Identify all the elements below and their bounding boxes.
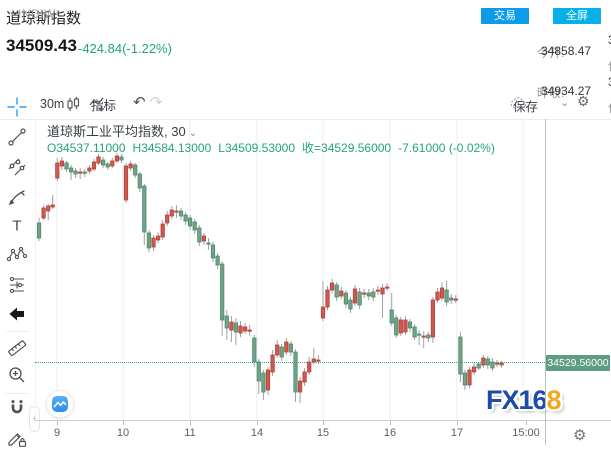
interval-caret-icon[interactable]: ⌄ <box>188 128 198 139</box>
sidebar-divider <box>6 331 28 332</box>
x-axis-label: 10 <box>116 427 130 439</box>
ohlc-open: O34537.11000 <box>47 141 126 155</box>
axis-tick <box>123 421 124 425</box>
fullscreen-button[interactable]: 全屏 <box>553 8 601 24</box>
last-price: 34509.43 <box>6 36 77 55</box>
symbol-code: INDIW <box>18 7 56 21</box>
undo-icon[interactable]: ↶ <box>133 94 146 111</box>
ruler-tool[interactable] <box>6 337 28 359</box>
time-axis[interactable]: 9 10 11 14 15 16 17 15:00 <box>0 420 611 452</box>
gridlines <box>56 119 524 420</box>
chart-legend-title: 道琼斯工业平均指数, 30 ⌄ <box>47 124 198 139</box>
axis-tick <box>526 421 527 425</box>
trade-button[interactable]: 交易 <box>481 8 529 24</box>
chart-watermark-logo <box>46 390 74 418</box>
xabcd-pattern-tool[interactable] <box>6 244 28 266</box>
axis-tick <box>457 421 458 425</box>
gann-fib-tool[interactable] <box>6 156 28 178</box>
sidebar-divider <box>6 393 28 394</box>
x-axis-label: 15 <box>316 427 330 439</box>
x-axis-label: 9 <box>53 427 61 439</box>
magnet-tool[interactable] <box>6 397 28 419</box>
arrow-marker-tool[interactable] <box>6 303 28 325</box>
chart-legend-ohlc: O34537.11000 H34584.13000 L34509.53000 收=34… <box>47 139 502 156</box>
save-layout-button[interactable]: 保存 <box>509 96 538 116</box>
chart-settings-gear-icon[interactable]: ⚙ <box>577 93 590 109</box>
x-axis-label: 17 <box>450 427 464 439</box>
ohlc-low: L34509.53000 <box>218 141 296 155</box>
trend-line-tool[interactable] <box>6 126 28 148</box>
x-axis-label: 16 <box>383 427 397 439</box>
zoom-in-tool[interactable] <box>6 364 28 386</box>
last-price-axis-label: 34529.56000 <box>546 355 610 371</box>
page-title: 道琼斯指数 <box>6 10 82 27</box>
brush-tool[interactable] <box>6 186 28 208</box>
x-axis-label: 14 <box>250 427 264 439</box>
redo-icon[interactable]: ↷ <box>150 94 163 111</box>
chart-pane[interactable] <box>35 119 611 420</box>
toolbar-divider <box>0 119 611 120</box>
axis-tick <box>257 421 258 425</box>
crosshair-tool[interactable] <box>6 96 28 118</box>
cloud-icon <box>510 97 526 109</box>
axis-tick <box>190 421 191 425</box>
svg-text:T: T <box>12 218 21 235</box>
candles-layer <box>36 153 504 403</box>
ohlc-high: H34584.13000 <box>132 141 212 155</box>
timeframe-button[interactable]: 30m <box>40 97 65 111</box>
watermark-mountain-icon <box>52 396 68 412</box>
text-tool[interactable]: T <box>6 214 28 236</box>
sidebar-collapse-handle[interactable]: ‹ <box>29 406 40 432</box>
price-change: -424.84(-1.22%) <box>78 41 172 56</box>
ohlc-close: 收=34529.56000 <box>302 141 392 155</box>
time-axis-line <box>35 420 611 421</box>
price-axis-line[interactable] <box>545 119 546 445</box>
fx168-logo: FX168 <box>486 385 562 415</box>
axis-tick <box>390 421 391 425</box>
sidebar-border <box>35 119 36 420</box>
ohlc-change: -7.61000 (-0.02%) <box>398 141 495 155</box>
axis-tick <box>57 421 58 425</box>
x-axis-label: 15:00 <box>512 427 540 439</box>
indicator-zigzag-icon <box>89 97 104 112</box>
drawing-lock-tool[interactable] <box>6 427 28 449</box>
last-price-dotted-line <box>35 362 547 363</box>
x-axis-label: 11 <box>184 427 196 439</box>
long-short-position-tool[interactable] <box>6 274 28 296</box>
indicators-button[interactable]: 指标 <box>88 95 116 115</box>
save-caret-icon[interactable]: ⌄ <box>560 97 570 109</box>
axis-settings-gear-icon[interactable]: ⚙ <box>573 427 587 444</box>
axis-tick <box>323 421 324 425</box>
